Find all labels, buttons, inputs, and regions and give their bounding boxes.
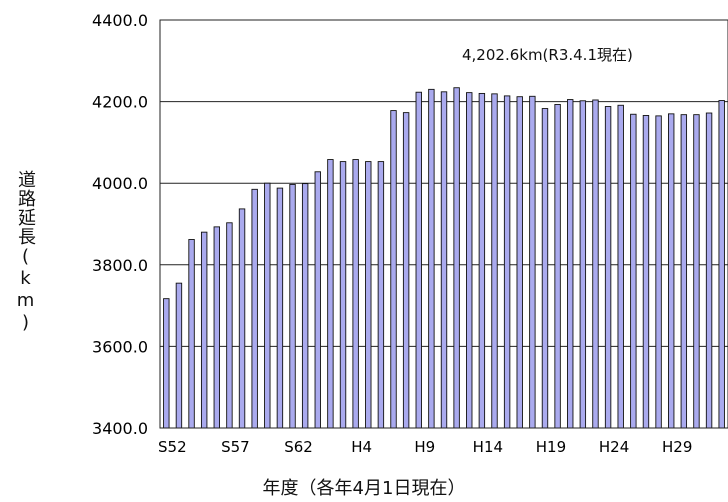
bar-H19: [541, 108, 549, 429]
y-tick-label: 4400.0: [92, 11, 148, 30]
bar-H26: [630, 113, 637, 429]
bar-H30: [680, 114, 688, 429]
bar-H29: [668, 113, 675, 429]
bar-H21: [567, 99, 574, 429]
bar-H3: [339, 161, 347, 429]
bar-H20: [554, 104, 561, 429]
plot-frame: [159, 19, 728, 429]
y-tick-labels: 3400.0 3600.0 3800.0 4000.0 4200.0 4400.0: [92, 11, 148, 438]
x-tick-label: S62: [284, 438, 313, 456]
bar-H6: [377, 161, 385, 429]
bar-S60: [264, 182, 271, 429]
x-tick-label: S52: [158, 438, 187, 456]
bar-H13: [466, 92, 473, 429]
bars: [163, 87, 725, 429]
bar-H4: [352, 159, 359, 429]
bar-S54: [188, 239, 195, 429]
y-tick-label: 4200.0: [92, 93, 148, 112]
x-tick-label: H24: [599, 438, 629, 456]
bar-H5: [365, 161, 372, 429]
bar-S52: [163, 298, 170, 429]
y-tick-label: 3600.0: [92, 337, 148, 356]
bar-S63: [301, 183, 309, 429]
bar-H8: [402, 112, 410, 429]
bar-S62: [289, 183, 296, 429]
y-axis-title: 道路延長(km): [15, 170, 36, 334]
bar-H12: [453, 87, 460, 429]
y-tick-label: 3800.0: [92, 256, 148, 275]
bar-H1: [314, 171, 321, 429]
bar-R1: [693, 114, 700, 429]
bar-H25: [617, 104, 624, 429]
bar-S58: [238, 208, 246, 429]
bar-S53: [175, 282, 183, 429]
bar-H10: [428, 88, 435, 429]
x-tick-label: H14: [473, 438, 503, 456]
x-tick-label: H4: [351, 438, 372, 456]
bar-H9: [415, 91, 422, 429]
x-tick-label: H9: [414, 438, 435, 456]
bar-S59: [251, 188, 258, 429]
bar-S61: [276, 187, 284, 429]
x-axis-title: 年度（各年4月1日現在）: [262, 478, 466, 499]
x-tick-labels: S52 S57 S62 H4 H9 H14 H19 H24 H29: [158, 438, 692, 456]
bar-H17: [516, 96, 523, 429]
annotation-label: 4,202.6km(R3.4.1現在): [462, 46, 633, 64]
x-tick-label: S57: [221, 438, 250, 456]
bar-H27: [642, 115, 650, 429]
bar-H7: [390, 110, 397, 429]
bar-S56: [213, 226, 221, 429]
y-tick-label: 4000.0: [92, 174, 148, 193]
bar-H18: [529, 95, 536, 429]
bar-R2: [705, 112, 713, 429]
y-tick-label: 3400.0: [92, 419, 148, 438]
bar-S55: [200, 231, 208, 429]
bar-H14: [478, 92, 486, 429]
bar-H11: [440, 91, 448, 429]
bar-H24: [604, 106, 612, 429]
bar-H15: [491, 93, 498, 429]
bar-H22: [579, 100, 587, 429]
bar-H2: [327, 159, 334, 429]
bar-H28: [655, 115, 662, 429]
x-tick-label: H19: [536, 438, 566, 456]
bar-H23: [592, 99, 599, 429]
bar-S57: [226, 222, 233, 429]
bar-R3: [718, 100, 725, 429]
bar-H16: [503, 95, 511, 429]
x-tick-label: H29: [662, 438, 692, 456]
